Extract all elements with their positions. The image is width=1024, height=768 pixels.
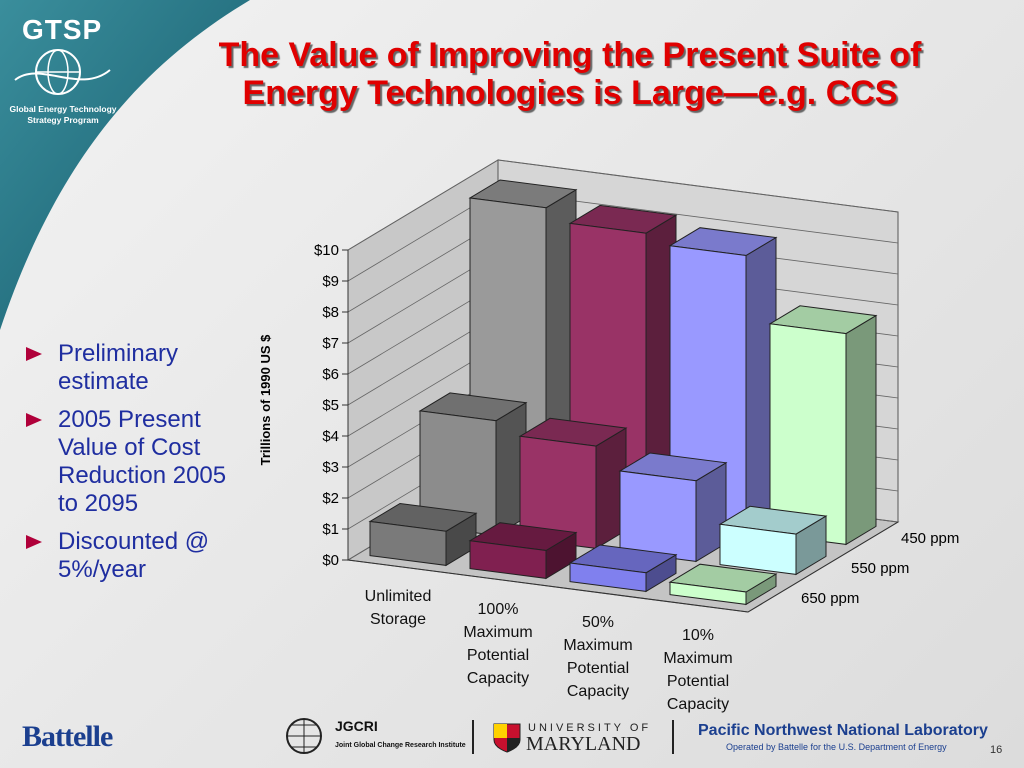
- grid-line: [347, 159, 899, 251]
- umd-top: UNIVERSITY OF: [528, 722, 652, 734]
- battelle-logo: Battelle: [22, 720, 113, 753]
- y-tick-label: $8: [322, 304, 339, 321]
- logo-subtitle: Global Energy Technology Strategy Progra…: [9, 104, 117, 125]
- x-axis: [347, 521, 899, 613]
- umd-shield: [493, 723, 521, 753]
- pnnl-name: Pacific Northwest National Laboratory: [698, 722, 988, 739]
- y-tick-label: $2: [322, 490, 339, 507]
- bullet-list: Preliminary estimate 2005 Present Value …: [22, 340, 237, 594]
- y-tick-label: $9: [322, 273, 339, 290]
- slide-title: The Value of Improving the Present Suite…: [218, 36, 922, 112]
- page-number: 16: [990, 744, 1003, 756]
- header-swoosh: [0, 0, 250, 330]
- bullet: Discounted @ 5%/year: [22, 528, 237, 584]
- y-tick-label: $0: [322, 552, 339, 569]
- bar-front: [369, 520, 447, 566]
- separator: [472, 720, 474, 754]
- separator: [672, 720, 674, 754]
- bar-side: [845, 314, 877, 546]
- bar-front: [619, 470, 697, 562]
- bar-front: [569, 562, 647, 592]
- x-tick-label: 50% Maximum Potential Capacity: [563, 613, 633, 700]
- x-tick-label: Unlimited Storage: [364, 587, 432, 628]
- bullet: 2005 Present Value of Cost Reduction 200…: [22, 406, 237, 518]
- y-tick-label: $10: [314, 242, 339, 259]
- chart: Trillions of 1990 US $ $0 $1 $2 $3 $4 $5 $6 $7 $…: [258, 159, 959, 613]
- bullet: Preliminary estimate: [22, 340, 237, 396]
- bar-front: [469, 540, 547, 579]
- jgcri-logo: JGCRI: [335, 718, 378, 734]
- y-axis-title: Trillions of 1990 US $: [258, 334, 273, 466]
- umd-name: MARYLAND: [526, 733, 641, 755]
- depth-label: 650 ppm: [801, 590, 859, 607]
- y-tick-label: $1: [322, 521, 339, 538]
- jgcri-name: Joint Global Change Research Institute: [335, 742, 466, 749]
- y-tick-label: $4: [322, 428, 339, 445]
- x-tick-label: 10% Maximum Potential Capacity: [663, 626, 733, 713]
- y-tick-label: $3: [322, 459, 339, 476]
- y-tick-label: $5: [322, 397, 339, 414]
- depth-label: 550 ppm: [851, 560, 909, 577]
- depth-label: 450 ppm: [901, 530, 959, 547]
- y-tick-label: $7: [322, 335, 339, 352]
- x-tick-label: 100% Maximum Potential Capacity: [463, 600, 533, 687]
- jgcri-globe: [286, 718, 322, 754]
- y-tick-label: $6: [322, 366, 339, 383]
- bar-front: [669, 581, 747, 605]
- logo-title: GTSP: [22, 14, 103, 45]
- bar-front: [719, 523, 797, 575]
- pnnl-sub: Operated by Battelle for the U.S. Depart…: [726, 742, 947, 752]
